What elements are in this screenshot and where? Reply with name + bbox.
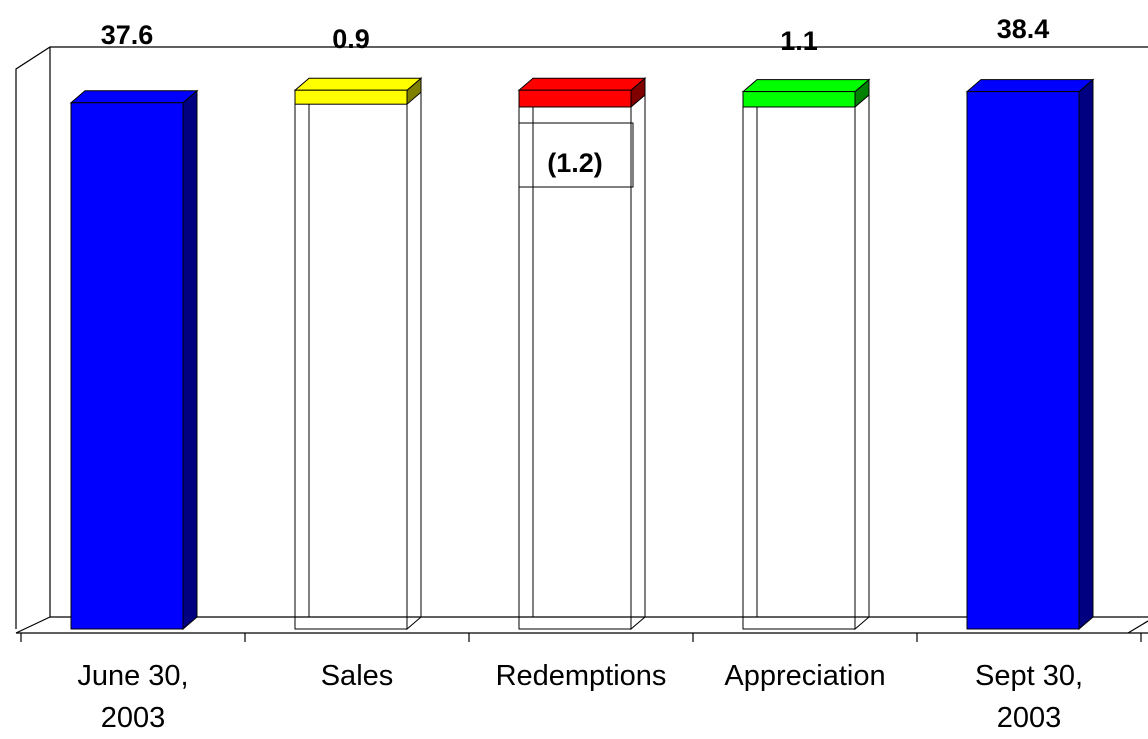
bar-delta-top [517,77,647,91]
bar-value-label: 1.1 [780,26,818,56]
category-label: Redemptions [495,660,667,692]
bar-side [182,89,198,631]
bar-top [69,90,199,104]
bar-delta [518,89,632,108]
bar-delta [294,89,408,105]
floor-front-edge [1127,620,1148,634]
bar-delta-top [293,77,423,91]
chart-value-labels: 37.6 0.9 (1.2) 1.1 38.4 [101,14,1050,188]
bar-ghost-face [294,89,408,630]
bar-value-label: 37.6 [101,20,154,50]
bar-value-label: (1.2) [547,148,603,178]
back-wall-outline [15,46,1148,629]
bar-delta [742,91,856,108]
bar-total [70,102,184,630]
bar-side [1078,78,1094,631]
bar-ghost-side [406,77,422,631]
bar-value-label: 0.9 [332,24,370,54]
bar-value-label: 38.4 [997,14,1050,44]
bar-delta-top [741,79,871,93]
bar-ghost-face [742,91,856,630]
category-label: Sales [320,660,394,692]
negative-label-box [518,122,634,188]
category-label: June 30, 2003 [77,660,189,734]
category-label: Appreciation [724,660,886,692]
chart-bars [69,77,1095,631]
bar-top [965,79,1095,93]
bar-ghost-side [854,78,870,631]
bar-total [966,91,1080,630]
category-label: Sept 30, 2003 [974,660,1084,734]
floor-side-edge [15,616,51,634]
